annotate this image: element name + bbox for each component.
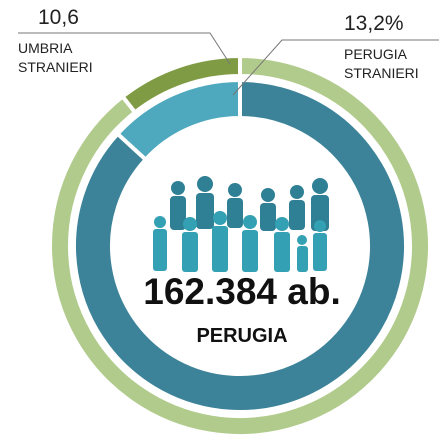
people-icon bbox=[170, 176, 329, 231]
value-label: 10,6 bbox=[38, 6, 79, 29]
center-value: 162.384 ab. bbox=[143, 271, 340, 312]
center-label: PERUGIA bbox=[196, 325, 287, 347]
donut-segment bbox=[72, 77, 408, 414]
donut-segment bbox=[48, 53, 432, 436]
people-icon bbox=[153, 211, 327, 272]
category-label: UMBRIA STRANIERI bbox=[18, 40, 93, 75]
value-label: 13,2% bbox=[344, 12, 404, 35]
leader-line bbox=[232, 39, 439, 96]
category-label: PERUGIA STRANIERI bbox=[344, 46, 419, 81]
leader-line bbox=[18, 32, 231, 65]
